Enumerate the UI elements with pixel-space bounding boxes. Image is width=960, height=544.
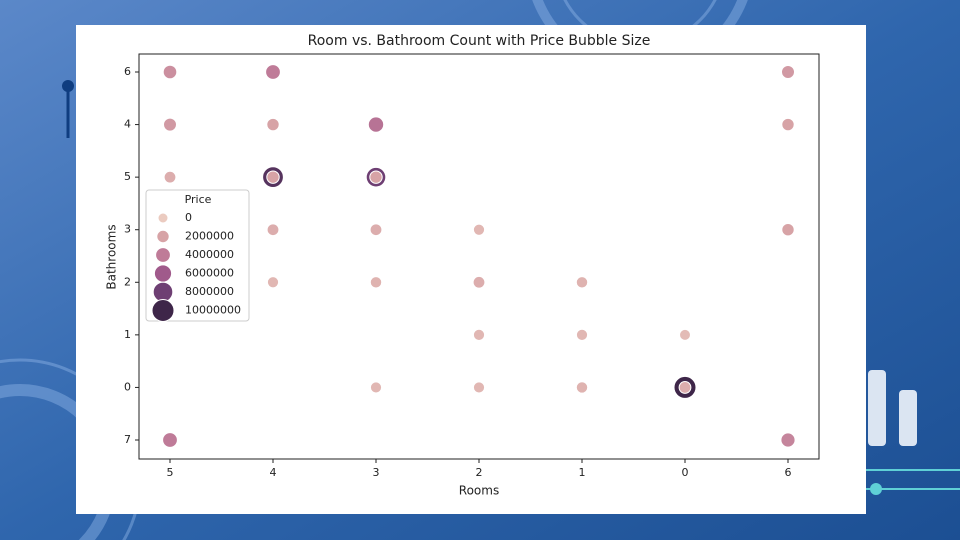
legend-label: 8000000 <box>185 285 234 298</box>
y-tick-label: 3 <box>124 223 131 236</box>
legend-marker <box>155 247 171 263</box>
legend-marker <box>156 229 170 244</box>
chart-title: Room vs. Bathroom Count with Price Bubbl… <box>308 33 651 49</box>
y-tick-label: 1 <box>124 328 131 341</box>
x-tick-label: 4 <box>270 466 277 479</box>
y-tick-label: 6 <box>124 65 131 78</box>
bubble <box>367 116 385 133</box>
bubble <box>163 117 177 132</box>
y-tick-label: 7 <box>124 433 131 446</box>
bubble <box>266 223 280 237</box>
bubble <box>575 381 589 394</box>
legend-label: 4000000 <box>185 248 234 261</box>
decor-dot <box>870 483 882 495</box>
legend-label: 6000000 <box>185 267 234 280</box>
bubble <box>369 223 383 237</box>
bubble <box>472 381 486 394</box>
bubble <box>162 432 178 448</box>
bubble <box>472 223 486 236</box>
legend-title: Price <box>185 193 212 206</box>
legend-marker <box>151 299 175 322</box>
legend-label: 2000000 <box>185 230 234 243</box>
y-tick-label: 0 <box>124 380 131 393</box>
bubble <box>781 117 795 132</box>
bubble <box>265 64 281 80</box>
x-tick-label: 2 <box>476 466 483 479</box>
y-tick-label: 5 <box>124 170 131 183</box>
x-tick-label: 1 <box>579 466 586 479</box>
bubble <box>679 328 691 341</box>
decor-bar <box>868 370 886 446</box>
bubble <box>266 117 280 132</box>
bubble <box>575 328 589 341</box>
x-tick-label: 5 <box>167 466 174 479</box>
bubble <box>575 276 589 289</box>
y-axis-label: Bathrooms <box>105 224 119 289</box>
decor-bar <box>899 390 917 446</box>
bubble <box>162 64 178 80</box>
bubble <box>781 65 795 79</box>
bubble <box>472 328 486 341</box>
bubble <box>266 276 280 289</box>
bubble <box>266 170 280 184</box>
legend: Price 0 2000000 4000000 6000000 8000000 100000… <box>145 189 250 322</box>
bubble <box>369 381 383 394</box>
x-tick-label: 0 <box>682 466 689 479</box>
legend-label: 10000000 <box>185 304 241 317</box>
decor-dot <box>62 80 74 92</box>
bubble <box>369 170 383 184</box>
y-tick-label: 4 <box>124 118 131 131</box>
bubble <box>780 432 796 448</box>
legend-marker <box>157 212 169 224</box>
legend-label: 0 <box>185 211 192 224</box>
x-axis-label: Rooms <box>459 484 499 498</box>
x-tick-label: 6 <box>785 466 792 479</box>
legend-marker <box>153 264 173 283</box>
axes-frame <box>138 53 820 460</box>
legend-marker <box>152 281 174 303</box>
y-tick-label: 2 <box>124 275 131 288</box>
bubble <box>369 276 383 289</box>
x-tick-label: 3 <box>373 466 380 479</box>
bubble <box>472 275 486 289</box>
plot: 5 4 3 2 1 0 6 7 0 1 2 3 5 4 6 <box>124 64 796 479</box>
bubble <box>163 170 177 184</box>
bubble <box>678 381 692 394</box>
bubble <box>781 223 795 237</box>
